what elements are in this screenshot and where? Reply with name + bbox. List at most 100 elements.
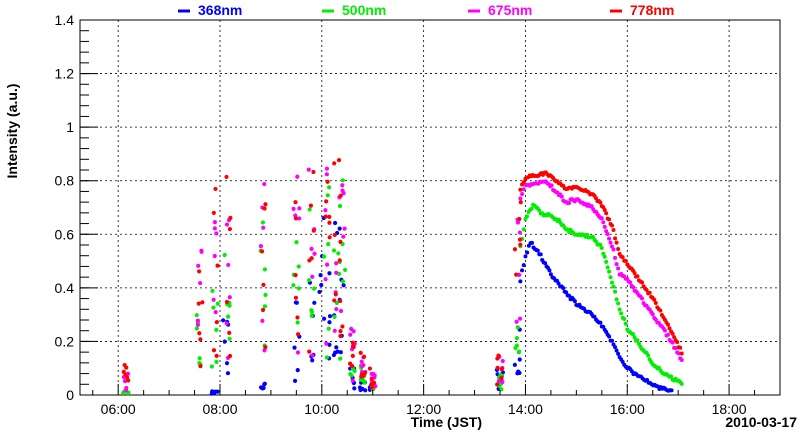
curve-point [602, 224, 607, 229]
data-point [327, 320, 332, 325]
curve-point [610, 223, 614, 228]
curve-point [613, 289, 618, 294]
data-point [296, 264, 301, 269]
data-point [327, 235, 332, 240]
data-point [213, 310, 218, 315]
curve-point [549, 183, 554, 188]
series-675nm [121, 166, 684, 393]
data-point [338, 239, 343, 244]
data-point [352, 368, 357, 374]
curve-point [667, 326, 672, 331]
curve-point [636, 341, 641, 346]
curve-point [650, 312, 655, 317]
data-point [261, 282, 266, 287]
y-tick-label: 0.4 [55, 280, 75, 296]
data-point [215, 263, 220, 268]
curve-point [537, 208, 542, 213]
data-point [294, 300, 299, 305]
data-point [514, 272, 519, 277]
curve-point [616, 266, 621, 271]
data-point [518, 242, 523, 247]
data-point [331, 248, 337, 253]
data-point [335, 349, 340, 354]
data-point [500, 379, 505, 384]
curve-point [613, 236, 618, 241]
curve-point [613, 255, 618, 260]
data-point [517, 357, 522, 362]
data-point [262, 267, 268, 272]
data-point [342, 226, 347, 231]
data-point [517, 237, 523, 242]
curve-point [646, 353, 651, 358]
data-point [296, 332, 301, 337]
curve-point [604, 211, 609, 216]
curve-point [548, 272, 553, 277]
curve-point [610, 338, 614, 343]
data-point [334, 300, 339, 306]
data-point [295, 315, 300, 320]
data-point [297, 216, 302, 221]
curve-point [673, 346, 678, 351]
curve-point [602, 207, 607, 212]
curve-point [591, 234, 596, 239]
data-point [211, 305, 216, 310]
data-point [323, 277, 328, 282]
data-point [334, 270, 339, 275]
data-point [227, 336, 232, 341]
data-point [318, 272, 323, 278]
series-368nm [209, 215, 674, 396]
legend-label-778nm: 778nm [630, 2, 674, 18]
curve-point [628, 280, 633, 285]
curve-point [561, 285, 566, 290]
x-tick-label: 12:00 [406, 401, 441, 417]
data-point [260, 318, 265, 323]
curve-point [619, 311, 624, 316]
curve-point [676, 351, 681, 356]
data-point [358, 350, 363, 356]
curve-point [611, 247, 616, 252]
data-point [225, 314, 231, 319]
data-point [324, 355, 329, 360]
curve-point [614, 240, 619, 245]
data-point [263, 292, 268, 298]
data-point [194, 326, 199, 331]
data-point [308, 203, 314, 208]
data-point [227, 295, 232, 300]
data-point [262, 206, 267, 211]
data-point [338, 350, 343, 355]
curve-point [607, 217, 612, 222]
data-point [337, 226, 342, 231]
data-point [327, 220, 332, 225]
x-tick-label: 06:00 [101, 401, 136, 417]
data-point [200, 300, 205, 305]
x-tick-label: 10:00 [304, 401, 339, 417]
curve-point [601, 220, 606, 225]
data-point [293, 295, 299, 300]
data-point [212, 226, 217, 231]
data-point [212, 220, 217, 225]
curve-point [635, 274, 640, 279]
curve-point [614, 297, 619, 302]
curve-point [529, 206, 534, 211]
data-point [317, 289, 322, 295]
curve-point [611, 228, 616, 233]
data-point [362, 354, 367, 359]
y-tick-label: 0.2 [55, 333, 75, 349]
curve-point [589, 204, 594, 209]
data-point [325, 193, 330, 198]
data-point [260, 386, 265, 391]
data-point [349, 373, 354, 378]
curve-point [670, 331, 675, 336]
data-point [361, 377, 366, 383]
y-tick-label: 1.2 [55, 66, 75, 82]
data-point [295, 350, 301, 355]
data-point [496, 378, 501, 384]
data-point [340, 324, 345, 329]
data-point [495, 382, 500, 387]
curve-point [679, 351, 684, 356]
series-layer [121, 157, 684, 396]
data-point [350, 344, 356, 349]
data-point [514, 343, 519, 348]
curve-point [556, 217, 561, 222]
data-point [515, 325, 520, 330]
